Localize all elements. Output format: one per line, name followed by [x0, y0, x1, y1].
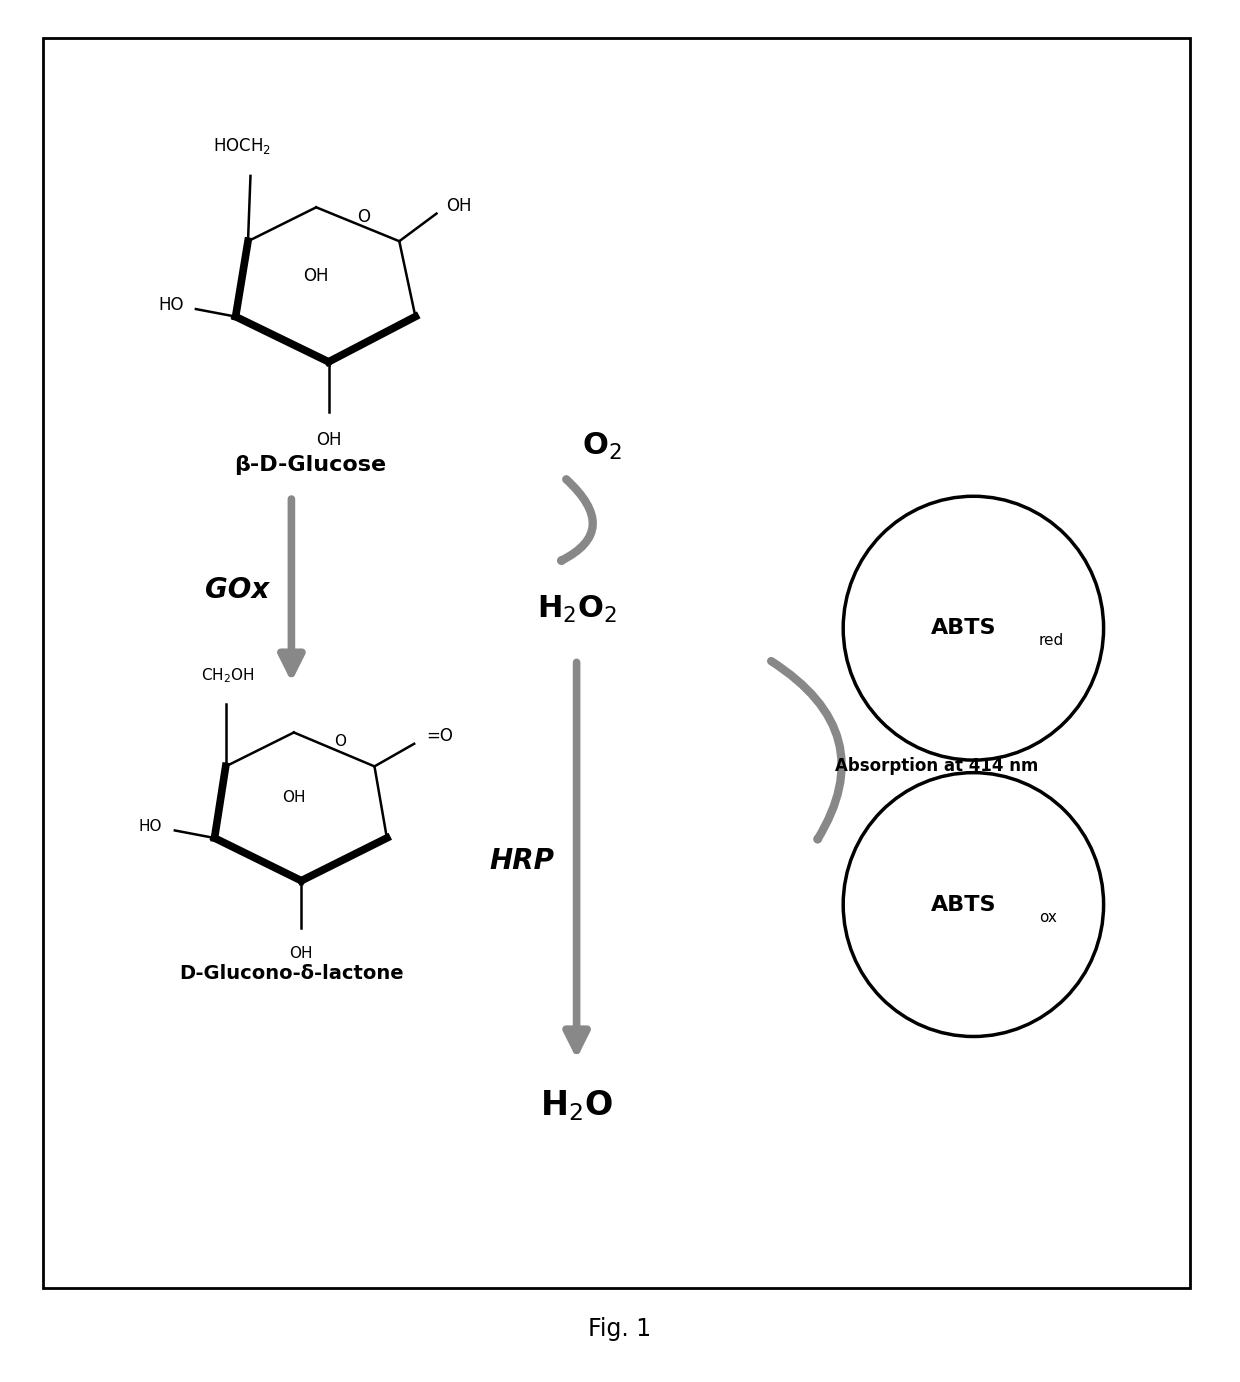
Text: ABTS: ABTS [931, 894, 996, 915]
Text: β-D-Glucose: β-D-Glucose [234, 455, 386, 475]
Text: OH: OH [304, 267, 329, 286]
Circle shape [843, 773, 1104, 1036]
Text: CH$_2$OH: CH$_2$OH [201, 666, 255, 684]
Text: O$_2$: O$_2$ [582, 430, 621, 462]
Text: H$_2$O$_2$: H$_2$O$_2$ [537, 594, 616, 625]
Text: Fig. 1: Fig. 1 [589, 1317, 651, 1342]
Text: O: O [335, 734, 346, 749]
Text: HO: HO [139, 820, 162, 835]
Text: HOCH$_2$: HOCH$_2$ [213, 135, 270, 156]
FancyArrowPatch shape [771, 661, 842, 839]
Circle shape [843, 496, 1104, 760]
Text: OH: OH [283, 791, 305, 806]
Text: D-Glucono-δ-lactone: D-Glucono-δ-lactone [179, 965, 404, 983]
Text: red: red [1039, 633, 1064, 648]
Text: H$_2$O: H$_2$O [541, 1088, 613, 1124]
Text: OH: OH [316, 431, 341, 449]
Text: HRP: HRP [490, 847, 554, 875]
Text: ABTS: ABTS [931, 618, 996, 638]
Text: GOx: GOx [205, 576, 269, 604]
Text: O: O [357, 207, 371, 225]
Text: Absorption at 414 nm: Absorption at 414 nm [835, 757, 1038, 775]
Text: =O: =O [427, 727, 454, 745]
Text: HO: HO [157, 296, 184, 314]
FancyArrowPatch shape [562, 480, 593, 561]
Text: OH: OH [290, 947, 312, 960]
Text: OH: OH [446, 198, 472, 216]
Text: ox: ox [1039, 909, 1056, 925]
